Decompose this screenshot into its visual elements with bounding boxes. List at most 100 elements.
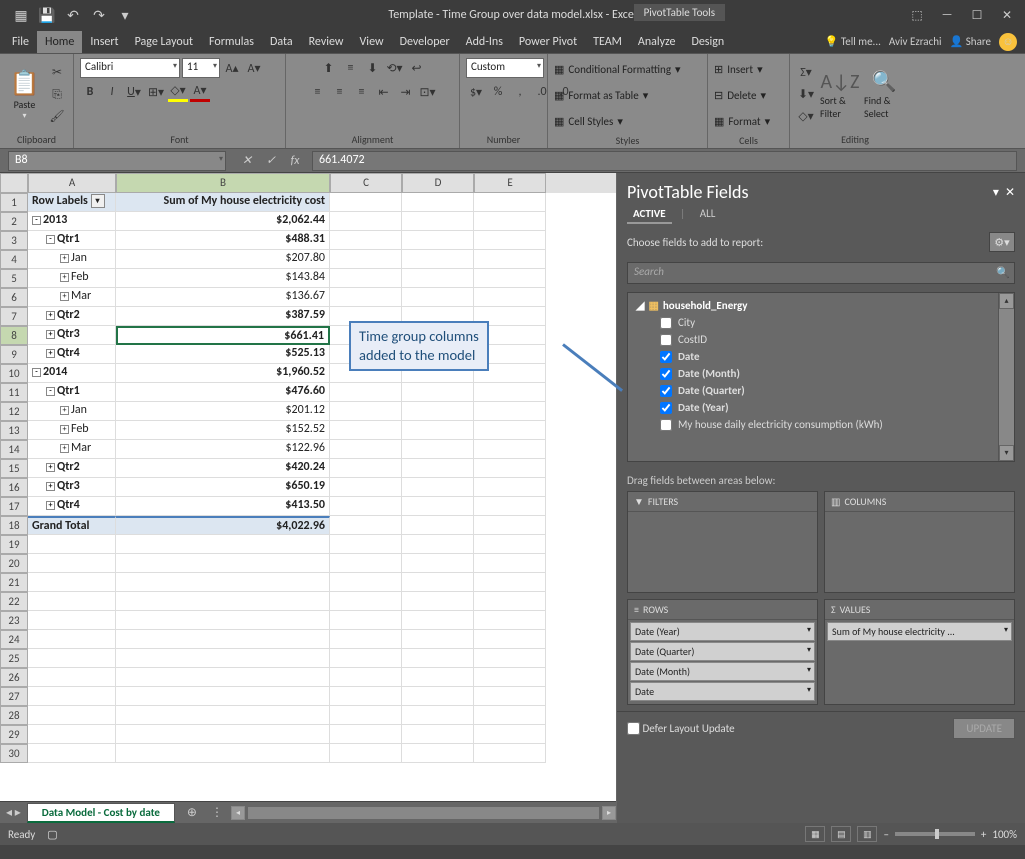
cell[interactable] [116,706,330,725]
cell[interactable] [402,402,474,421]
expand-icon[interactable]: + [46,330,55,339]
cell[interactable] [474,630,546,649]
cell[interactable] [474,611,546,630]
pivot-header-rowlabels[interactable]: Row Labels ▾ [28,193,116,212]
expand-icon[interactable]: + [60,292,69,301]
row-header[interactable]: 13 [0,421,28,440]
pivot-row-value[interactable]: $2,062.44 [116,212,330,231]
hscrollbar[interactable] [247,806,600,820]
cell[interactable] [330,440,402,459]
row-header[interactable]: 19 [0,535,28,554]
cell[interactable] [474,497,546,516]
pivot-row-label[interactable]: -2013 [28,212,116,231]
format-cells-button[interactable]: ▦ Format ▾ [714,110,770,132]
zoom-in-icon[interactable]: + [981,828,986,841]
pivot-row-value[interactable]: $488.31 [116,231,330,250]
font-size-select[interactable]: 11 [182,58,220,78]
cell[interactable] [116,668,330,687]
pivot-row-value[interactable]: $387.59 [116,307,330,326]
pt-fields-scrollbar[interactable]: ▴ ▾ [998,293,1014,461]
pivot-row-value[interactable]: $122.96 [116,440,330,459]
cell[interactable] [28,725,116,744]
align-center-icon[interactable]: ≡ [330,82,350,102]
cell[interactable] [474,535,546,554]
row-header[interactable]: 7 [0,307,28,326]
cell[interactable] [28,535,116,554]
page-break-view-icon[interactable]: ▥ [857,826,877,842]
cell[interactable] [402,592,474,611]
row-header[interactable]: 18 [0,516,28,535]
col-header-E[interactable]: E [474,173,546,193]
pivot-row-value[interactable]: $152.52 [116,421,330,440]
pivot-row-label[interactable]: -Qtr1 [28,231,116,250]
ribbon-tab-home[interactable]: Home [37,31,82,53]
cell[interactable] [474,193,546,212]
cell[interactable] [330,269,402,288]
row-header[interactable]: 23 [0,611,28,630]
pivot-row-value[interactable]: $650.19 [116,478,330,497]
cell[interactable] [474,383,546,402]
expand-icon[interactable]: - [46,235,55,244]
expand-icon[interactable]: + [60,273,69,282]
cell[interactable] [330,554,402,573]
cell[interactable] [474,516,546,535]
row-header[interactable]: 22 [0,592,28,611]
expand-icon[interactable]: - [32,368,41,377]
cell[interactable] [28,706,116,725]
expand-icon[interactable]: + [60,425,69,434]
row-header[interactable]: 30 [0,744,28,763]
pt-values-area[interactable]: Σ VALUES Sum of My house electricity ... [824,599,1015,705]
grand-total-value[interactable]: $4,022.96 [116,516,330,535]
ribbon-tab-developer[interactable]: Developer [392,31,458,53]
cell[interactable] [330,231,402,250]
col-header-A[interactable]: A [28,173,116,193]
col-header-D[interactable]: D [402,173,474,193]
cell[interactable] [402,497,474,516]
align-left-icon[interactable]: ≡ [308,82,328,102]
clear-icon[interactable]: ◇▾ [796,107,816,127]
cell[interactable] [402,725,474,744]
cell[interactable] [474,573,546,592]
pt-tab-all[interactable]: ALL [694,205,722,222]
cell[interactable] [402,288,474,307]
cell[interactable] [402,554,474,573]
grid-body[interactable]: 1Row Labels ▾Sum of My house electricity… [0,193,616,801]
row-header[interactable]: 6 [0,288,28,307]
ribbon-tab-analyze[interactable]: Analyze [630,31,684,53]
pivot-header-value[interactable]: Sum of My house electricity cost [116,193,330,212]
cell[interactable] [402,212,474,231]
row-header[interactable]: 25 [0,649,28,668]
minimize-icon[interactable]: — [933,5,961,25]
cell[interactable] [402,744,474,763]
cell[interactable] [474,250,546,269]
wrap-text-icon[interactable]: ↩ [407,58,427,78]
pt-field-item[interactable]: Date (Month) [632,365,1010,382]
number-format-select[interactable]: Custom [466,58,544,78]
cell[interactable] [116,535,330,554]
cell[interactable] [402,193,474,212]
fx-icon[interactable]: fx [284,151,306,171]
cell[interactable] [116,687,330,706]
sort-filter-button[interactable]: A↓Z Sort & Filter [820,70,860,120]
bold-icon[interactable]: B [80,82,100,102]
ribbon-tab-data[interactable]: Data [262,31,301,53]
row-header[interactable]: 9 [0,345,28,364]
cell[interactable] [474,288,546,307]
row-header[interactable]: 20 [0,554,28,573]
cell[interactable] [402,269,474,288]
cell[interactable] [28,592,116,611]
pt-field-item[interactable]: Date (Quarter) [632,382,1010,399]
cell[interactable] [474,459,546,478]
align-middle-icon[interactable]: ≡ [341,58,361,78]
fill-icon[interactable]: ⬇▾ [796,85,816,105]
qat-customize-icon[interactable]: ▾ [114,4,136,26]
ribbon-tab-design[interactable]: Design [683,31,732,53]
pivot-row-label[interactable]: +Mar [28,288,116,307]
increase-font-icon[interactable]: A▴ [222,58,242,78]
pt-tab-active[interactable]: ACTIVE [627,205,672,224]
user-name[interactable]: Aviv Ezrachi [889,35,942,48]
row-header[interactable]: 28 [0,706,28,725]
pivot-row-label[interactable]: +Qtr2 [28,307,116,326]
cell[interactable] [116,592,330,611]
pivot-row-label[interactable]: +Mar [28,440,116,459]
